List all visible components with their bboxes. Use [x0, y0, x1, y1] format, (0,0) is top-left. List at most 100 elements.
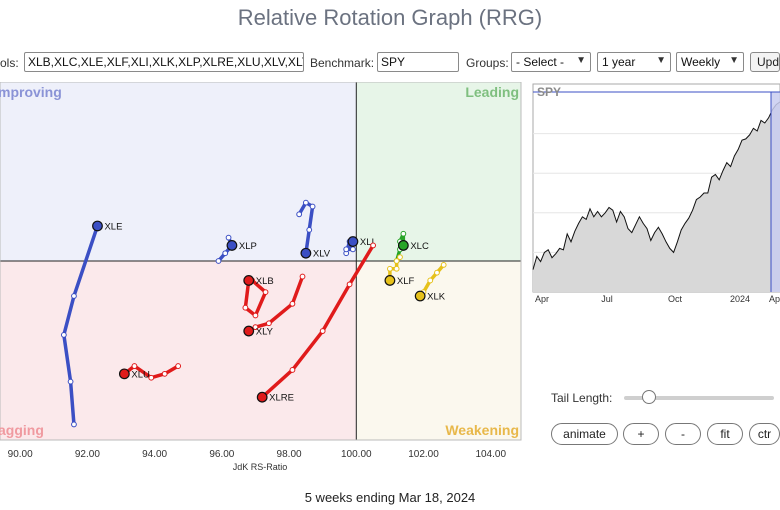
head-point[interactable] — [414, 290, 426, 302]
rrg-series-xlu[interactable]: XLU — [118, 363, 182, 381]
rrg-series-xlre[interactable]: XLRE — [256, 242, 377, 404]
fit-button[interactable]: fit — [707, 423, 743, 445]
symbol-label: XLRE — [269, 393, 294, 404]
tail-point — [319, 328, 326, 334]
tail-point — [252, 312, 259, 319]
tail-point — [343, 246, 350, 253]
period-select[interactable]: 1 year ▼ — [597, 52, 671, 72]
rrg-series-xlb[interactable]: XLB — [242, 275, 274, 319]
groups-select[interactable]: - Select - ▼ — [511, 52, 591, 72]
date-caption: 5 weeks ending Mar 18, 2024 — [304, 490, 476, 505]
head-point[interactable] — [397, 240, 409, 251]
head-point[interactable] — [118, 368, 130, 380]
tail-point — [393, 265, 400, 272]
rrg-series-xli[interactable]: XLI — [343, 236, 374, 257]
benchmark-input[interactable]: SPY — [377, 52, 459, 72]
tail-point — [148, 374, 155, 381]
head-point[interactable] — [243, 325, 255, 337]
x-tick-label: 100.00 — [341, 449, 372, 460]
tail-point — [175, 363, 182, 369]
zoom-in-button[interactable]: + — [623, 423, 659, 445]
tail-point — [71, 421, 77, 428]
zoom-out-button[interactable]: - — [665, 423, 701, 445]
rrg-series-xlf[interactable]: XLF — [384, 254, 415, 287]
symbol-label: XLC — [410, 241, 429, 252]
tail-point — [393, 258, 400, 264]
x-axis: 90.00 92.00 94.00 96.00 98.00 100.00 102.00 104… — [8, 449, 507, 460]
tail-point — [296, 211, 303, 218]
symbol-label: XLY — [256, 327, 274, 338]
spy-line — [532, 101, 780, 270]
frequency-select-value: Weekly — [681, 55, 721, 69]
chevron-down-icon: ▼ — [576, 55, 586, 66]
weakening-quadrant — [356, 261, 521, 440]
x-tick-label: 92.00 — [75, 449, 100, 460]
x-tick-label: 94.00 — [142, 449, 167, 460]
chevron-down-icon: ▼ — [656, 55, 666, 66]
head-point[interactable] — [256, 391, 268, 403]
head-point[interactable] — [300, 247, 312, 259]
rrg-series-xle[interactable]: XLE — [60, 220, 122, 428]
x-tick-label: 90.00 — [8, 449, 33, 460]
update-button[interactable]: Upd — [750, 52, 780, 72]
leading-label: Leading — [465, 84, 519, 100]
symbol-label: XLU — [131, 369, 150, 380]
tail-point — [215, 258, 222, 264]
spy-x-tick-label: Jul — [601, 294, 613, 304]
tail-point — [289, 300, 296, 307]
tail-point — [309, 203, 316, 210]
symbol-label: XLF — [397, 276, 415, 287]
tail-length-slider-thumb[interactable] — [642, 390, 656, 404]
frequency-select[interactable]: Weekly ▼ — [676, 52, 744, 72]
rrg-tails: XLE XLP XLV XLI XLC XLF XLK XLB XLY XLU XLRE — [60, 199, 447, 428]
tail-point — [427, 277, 434, 284]
spy-title: SPY — [537, 85, 561, 99]
head-point[interactable] — [384, 275, 396, 286]
tail-point — [346, 281, 353, 288]
spy-highlight-window — [771, 92, 780, 292]
x-tick-label: 98.00 — [277, 449, 302, 460]
head-point[interactable] — [226, 240, 238, 251]
lagging-label: agging — [0, 422, 44, 438]
center-button[interactable]: ctr — [749, 423, 780, 445]
spy-x-axis: Apr Jul Oct 2024 Apr — [535, 294, 780, 304]
groups-select-value: - Select - — [516, 55, 565, 69]
tail-point — [242, 304, 249, 311]
animate-button[interactable]: animate — [551, 423, 618, 445]
tail-point — [67, 378, 74, 385]
head-point[interactable] — [347, 236, 359, 247]
head-point[interactable] — [92, 220, 103, 232]
tail-length-label: Tail Length: — [551, 391, 613, 405]
rrg-series-xlp[interactable]: XLP — [215, 234, 257, 264]
symbol-label: XLE — [104, 221, 122, 232]
symbols-input[interactable]: XLB,XLC,XLE,XLF,XLI,XLK,XLP,XLRE,XLU,XLV… — [24, 52, 304, 72]
rrg-series-xlv[interactable]: XLV — [296, 199, 331, 260]
symbol-label: XLK — [427, 292, 446, 303]
tail-point — [71, 293, 77, 299]
rrg-series-xlk[interactable]: XLK — [414, 261, 447, 303]
spy-area — [533, 101, 780, 293]
tail-point — [131, 363, 138, 369]
tail-point — [397, 254, 403, 261]
tail-point — [400, 230, 407, 237]
rrg-chart: mproving Leading agging Weakening 90.00 9… — [0, 82, 522, 472]
symbol-label: XLP — [239, 241, 257, 252]
symbol-label: XLI — [360, 237, 374, 248]
x-tick-label: 96.00 — [209, 449, 234, 460]
tail-point — [252, 324, 259, 331]
tail-length-slider[interactable] — [624, 390, 774, 404]
rrg-series-xly[interactable]: XLY — [243, 273, 306, 338]
period-select-value: 1 year — [602, 55, 636, 69]
spy-x-tick-label: Apr — [769, 294, 780, 304]
tail-point — [440, 261, 447, 268]
tail-point — [299, 273, 306, 280]
tail-point — [289, 367, 296, 373]
head-point[interactable] — [243, 275, 255, 286]
lagging-quadrant — [0, 261, 357, 440]
tail-point — [222, 250, 229, 257]
tail-point — [262, 289, 269, 296]
x-axis-label: JdK RS-Ratio — [233, 462, 288, 472]
tail-point — [161, 370, 168, 377]
improving-label: mproving — [0, 84, 62, 100]
chevron-down-icon: ▼ — [729, 55, 739, 66]
